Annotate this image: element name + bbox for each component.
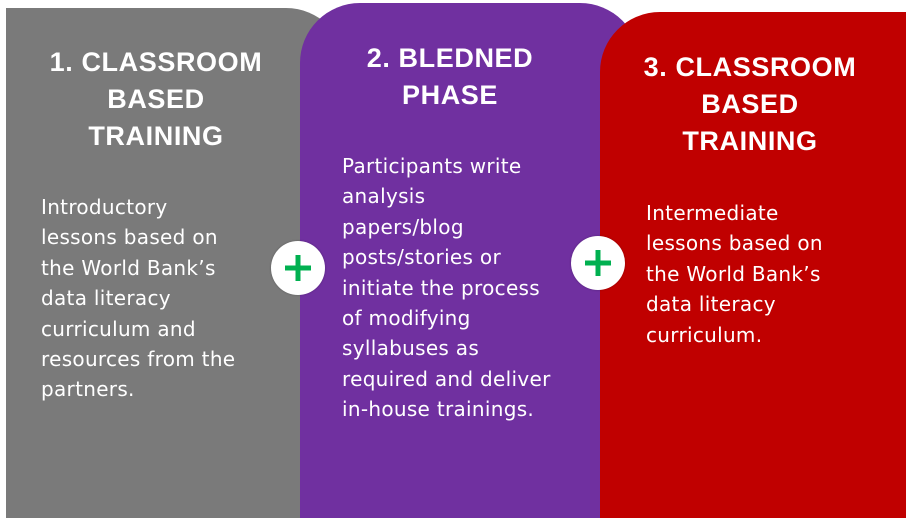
phase-1-title: 1. CLASSROOM BASED TRAINING: [6, 44, 306, 155]
phase-1-description: Introductory lessons based on the World …: [41, 192, 281, 405]
description-line: of modifying: [342, 306, 471, 331]
plus-icon: [585, 250, 611, 276]
description-line: analysis: [342, 184, 426, 209]
description-line: in-house trainings.: [342, 397, 535, 422]
plus-icon: [285, 255, 311, 281]
description-line: syllabuses as: [342, 336, 480, 361]
description-line: initiate the process: [342, 275, 540, 300]
description-line: data literacy: [646, 292, 776, 317]
plus-connector-2: [571, 236, 625, 290]
phase-3-panel: 3. CLASSROOM BASED TRAINING Intermediate…: [600, 12, 906, 518]
title-line: TRAINING: [88, 121, 224, 151]
description-line: curriculum and: [41, 316, 196, 341]
description-line: resources from the: [41, 347, 236, 372]
description-line: the World Bank’s: [646, 261, 821, 286]
description-line: the World Bank’s: [41, 255, 216, 280]
description-line: partners.: [41, 377, 135, 402]
description-line: Intermediate: [646, 201, 779, 225]
phase-2-title: 2. BLEDNED PHASE: [300, 40, 600, 114]
description-line: lessons based on: [41, 225, 218, 250]
description-line: posts/stories or: [342, 245, 501, 270]
title-line: PHASE: [401, 80, 499, 110]
description-line: data literacy: [41, 286, 171, 311]
description-line: Introductory: [41, 195, 168, 219]
description-line: Participants write: [342, 154, 522, 178]
plus-connector-1: [271, 241, 325, 295]
phase-3-title: 3. CLASSROOM BASED TRAINING: [600, 49, 900, 160]
phase-3-description: Intermediate lessons based on the World …: [646, 198, 886, 350]
phase-2-description: Participants write analysis papers/blog …: [342, 151, 582, 425]
title-line: TRAINING: [682, 126, 818, 156]
title-line: 3. CLASSROOM: [643, 52, 857, 82]
description-line: curriculum.: [646, 322, 763, 347]
title-line: BASED: [701, 89, 799, 119]
description-line: required and deliver: [342, 366, 551, 391]
description-line: lessons based on: [646, 231, 823, 256]
description-line: papers/blog: [342, 214, 464, 239]
title-line: BASED: [107, 84, 205, 114]
title-line: 1. CLASSROOM: [49, 47, 263, 77]
title-line: 2. BLEDNED: [366, 43, 534, 73]
